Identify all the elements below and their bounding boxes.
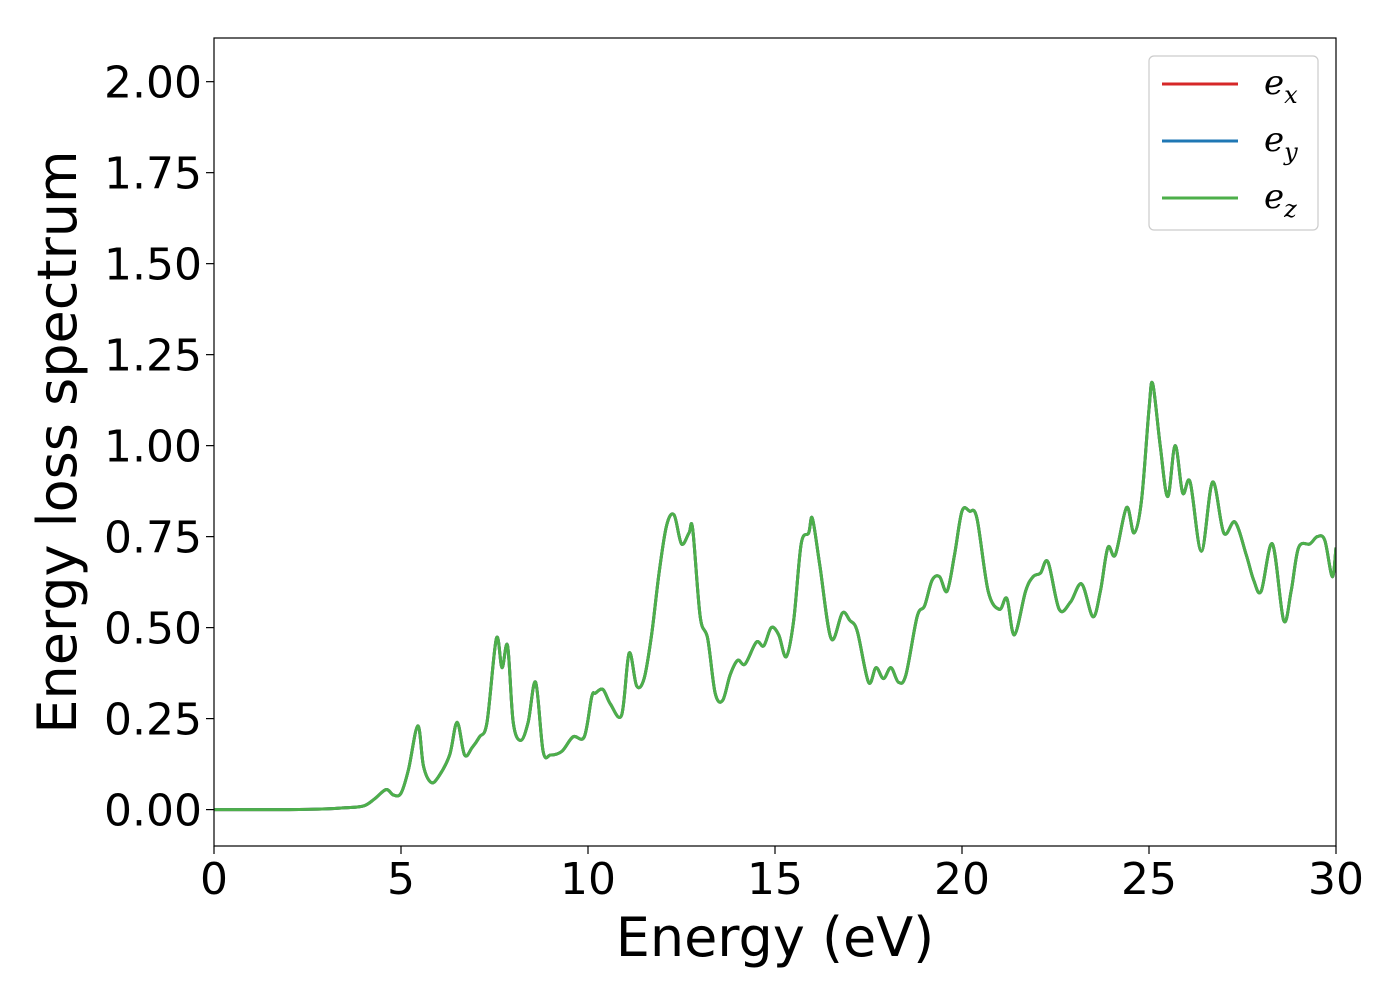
legend-label-subscript: y (1283, 138, 1298, 166)
legend-label-y: ey (1264, 120, 1298, 166)
x-tick-label: 10 (560, 854, 616, 905)
y-tick-label: 1.75 (104, 149, 202, 200)
y-tick-label: 1.25 (104, 331, 202, 382)
x-tick-label: 5 (387, 854, 415, 905)
x-axis-label: Energy (eV) (616, 906, 935, 969)
x-tick-label: 25 (1121, 854, 1177, 905)
series-line-ez (214, 380, 1336, 812)
legend-label-base: e (1264, 177, 1284, 217)
legend-label-base: e (1264, 63, 1284, 103)
legend-label-subscript: z (1283, 195, 1297, 223)
y-tick-label: 0.25 (104, 695, 202, 746)
y-tick-label: 0.75 (104, 513, 202, 564)
legend-box (1148, 55, 1319, 231)
y-tick-label: 1.00 (104, 422, 202, 473)
legend-label-z: ez (1264, 177, 1297, 223)
legend-label-base: e (1264, 120, 1284, 160)
legend-label-subscript: x (1284, 81, 1298, 109)
series-layer (214, 380, 1336, 812)
x-tick-label: 0 (200, 854, 228, 905)
x-tick-label: 20 (934, 854, 990, 905)
x-tick-label: 30 (1308, 854, 1364, 905)
y-tick-label: 2.00 (104, 58, 202, 109)
y-axis-label: Energy loss spectrum (26, 150, 89, 733)
y-tick-label: 0.50 (104, 604, 202, 655)
y-axis: 0.00 0.25 0.50 0.75 1.00 1.25 1.50 1.75 2.00 (104, 58, 214, 837)
legend-label-x: ex (1264, 63, 1298, 109)
x-axis: 0 5 10 15 20 25 30 (200, 846, 1364, 905)
y-tick-label: 1.50 (104, 240, 202, 291)
x-tick-label: 15 (747, 854, 803, 905)
y-tick-label: 0.00 (104, 786, 202, 837)
